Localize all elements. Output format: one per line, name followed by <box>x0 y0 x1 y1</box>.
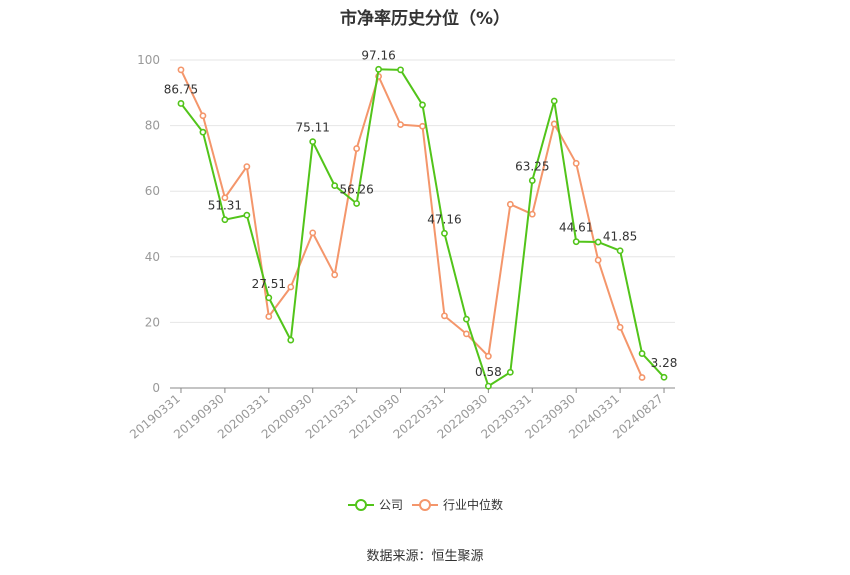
data-point <box>331 271 339 279</box>
data-point <box>506 368 514 376</box>
data-point <box>616 323 624 331</box>
legend-label: 公司 <box>379 498 403 512</box>
data-point <box>616 247 624 255</box>
data-label: 75.11 <box>296 121 330 135</box>
data-point <box>572 159 580 167</box>
data-point <box>243 163 251 170</box>
data-point <box>572 238 580 246</box>
y-tick-label: 20 <box>145 315 160 329</box>
data-label: 63.25 <box>515 160 549 174</box>
data-point <box>199 128 207 136</box>
data-point <box>309 138 317 146</box>
legend[interactable]: 公司 行业中位数 <box>348 497 503 512</box>
data-label: 86.75 <box>164 82 198 96</box>
data-point <box>177 100 185 107</box>
chart-title: 市净率历史分位（%） <box>339 9 511 29</box>
data-point <box>484 382 492 390</box>
data-point <box>419 122 426 130</box>
data-point <box>463 315 470 323</box>
data-label: 0.58 <box>475 365 502 379</box>
legend-item-0[interactable]: 公司 <box>348 498 403 512</box>
data-point <box>506 200 514 208</box>
source-note: 数据来源：恒生聚源 <box>366 549 484 564</box>
data-point <box>660 373 668 381</box>
data-label: 47.16 <box>427 212 461 226</box>
data-label: 97.16 <box>361 48 395 62</box>
legend-swatch-marker <box>355 499 367 511</box>
data-point <box>594 238 602 246</box>
data-point <box>550 120 558 128</box>
data-point <box>375 65 382 73</box>
data-point <box>353 145 361 152</box>
y-tick-label: 100 <box>137 53 160 67</box>
data-point <box>484 352 492 360</box>
data-point <box>528 177 536 184</box>
data-point <box>309 229 317 237</box>
data-label: 3.28 <box>651 356 678 370</box>
legend-label: 行业中位数 <box>443 497 503 512</box>
data-point <box>199 112 207 120</box>
data-point <box>441 312 448 320</box>
data-point <box>550 97 558 105</box>
legend-swatch-marker <box>419 499 431 511</box>
data-point <box>638 350 646 357</box>
y-tick-label: 60 <box>145 184 160 198</box>
data-point <box>441 229 448 237</box>
data-label: 27.51 <box>252 277 286 291</box>
data-point <box>594 256 602 264</box>
data-point <box>638 374 646 381</box>
data-label: 41.85 <box>603 230 637 244</box>
series-lines <box>177 65 668 390</box>
data-point <box>287 283 295 291</box>
data-label: 56.26 <box>339 182 373 196</box>
data-point <box>287 336 295 344</box>
data-point <box>397 66 404 74</box>
data-point <box>265 313 273 320</box>
data-point <box>419 101 426 109</box>
legend-item-1[interactable]: 行业中位数 <box>412 497 503 512</box>
x-axis: 0204060801002019033120190930202003312020… <box>127 53 675 442</box>
data-labels: 86.75 51.31 27.51 75.11 56.26 97.16 47.16 0.58 6… <box>164 48 678 379</box>
data-point <box>243 211 251 219</box>
data-label: 51.31 <box>208 199 242 213</box>
data-point <box>221 216 229 224</box>
grid-lines <box>170 59 675 323</box>
series-line-1 <box>180 69 643 378</box>
y-tick-label: 0 <box>152 381 160 395</box>
data-point <box>397 121 404 129</box>
data-label: 44.61 <box>559 221 593 235</box>
data-point <box>463 330 470 338</box>
data-point <box>177 66 185 74</box>
data-point <box>528 210 536 218</box>
data-point <box>353 200 361 207</box>
data-point <box>221 194 229 202</box>
data-point <box>331 182 339 190</box>
data-point <box>265 294 273 302</box>
y-tick-label: 40 <box>145 250 160 264</box>
y-tick-label: 80 <box>145 119 160 133</box>
